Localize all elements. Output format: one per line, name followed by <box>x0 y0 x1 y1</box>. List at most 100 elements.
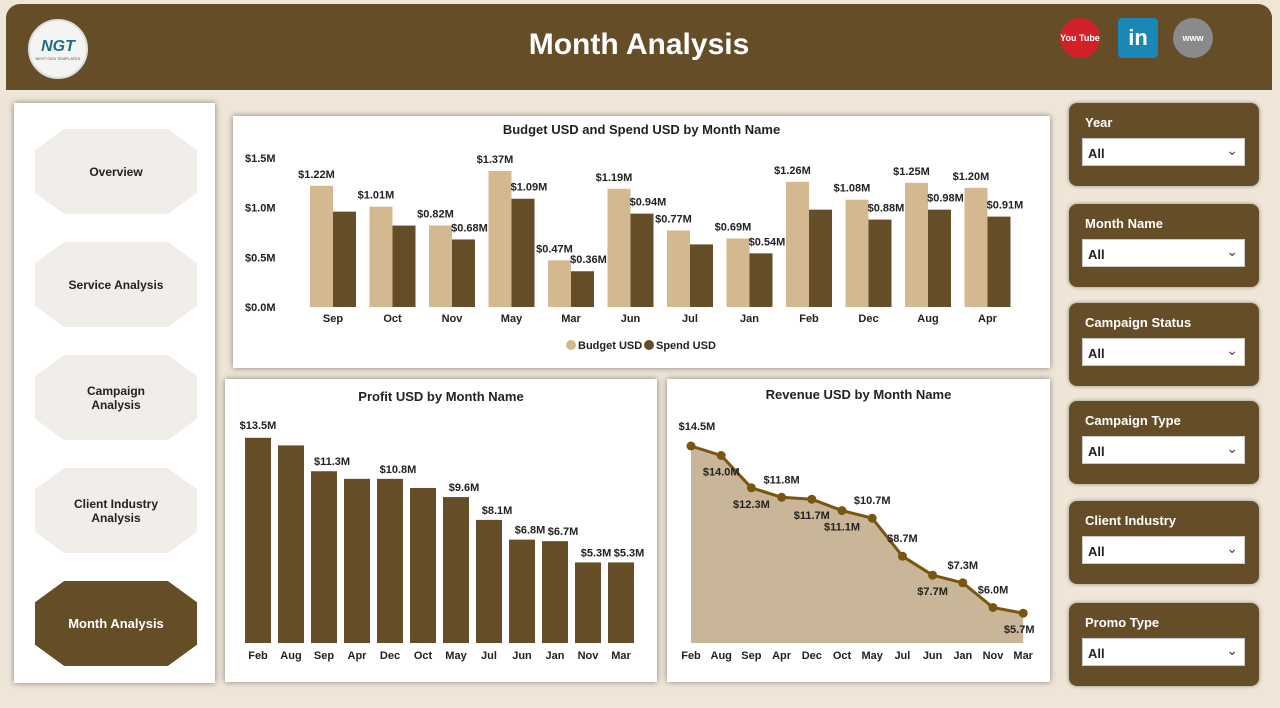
chart-title: Budget USD and Spend USD by Month Name <box>502 122 781 137</box>
y-tick-label: $1.5M <box>245 153 276 165</box>
x-tick-label: Jan <box>953 650 972 662</box>
bar-budget-usd <box>429 225 452 307</box>
data-label: $0.69M <box>715 221 752 233</box>
nav-client-industry-analysis-button[interactable]: Client Industry Analysis <box>35 468 197 553</box>
data-point <box>1018 608 1028 618</box>
data-label: $0.94M <box>630 197 667 209</box>
data-point <box>897 551 907 561</box>
data-label: $12.3M <box>733 499 770 511</box>
navigation-panel: Overview Service Analysis Campaign Analy… <box>14 103 215 683</box>
x-tick-label: Oct <box>414 650 433 662</box>
dropdown-value: All <box>1088 146 1105 161</box>
data-label: $1.19M <box>596 172 633 184</box>
data-label: $10.8M <box>380 464 417 476</box>
data-label: $5.3M <box>614 547 645 559</box>
chevron-down-icon: ⌄ <box>1226 342 1238 358</box>
data-point <box>686 441 696 451</box>
slicer-dropdown[interactable]: All ⌄ <box>1082 239 1245 267</box>
bar-budget-usd <box>964 187 988 307</box>
x-tick-label: Nov <box>442 313 464 325</box>
data-point <box>746 483 756 493</box>
chevron-down-icon: ⌄ <box>1226 243 1238 259</box>
data-label: $0.77M <box>655 214 692 226</box>
data-label: $14.5M <box>679 421 716 433</box>
data-label: $5.7M <box>1004 624 1035 636</box>
slicer-campaign-status: Campaign Status All ⌄ <box>1069 303 1259 386</box>
x-tick-label: Feb <box>799 313 819 325</box>
bar-spend-usd <box>690 244 713 307</box>
youtube-icon[interactable]: You Tube <box>1060 18 1100 58</box>
youtube-label: You Tube <box>1060 33 1100 43</box>
bar-spend-usd <box>333 211 356 307</box>
x-tick-label: Apr <box>772 650 792 662</box>
legend-marker <box>566 340 576 350</box>
slicer-promo-type: Promo Type All ⌄ <box>1069 603 1259 686</box>
globe-icon[interactable]: www <box>1173 18 1213 58</box>
data-label: $9.6M <box>449 482 480 494</box>
bar-budget-usd <box>369 206 393 307</box>
bar-budget-usd <box>488 170 512 307</box>
slicer-dropdown[interactable]: All ⌄ <box>1082 338 1245 366</box>
data-label: $11.7M <box>794 510 830 522</box>
nav-overview-button[interactable]: Overview <box>35 129 197 214</box>
x-tick-label: Apr <box>348 650 368 662</box>
data-label: $5.3M <box>581 547 612 559</box>
data-label: $8.1M <box>482 505 513 517</box>
budget-spend-chart: $0.0M $0.5M $1.0M $1.5M $1.22M Sep $1.01M Oct $0… <box>245 153 1023 352</box>
x-tick-label: Feb <box>248 650 268 662</box>
x-tick-label: Nov <box>983 650 1005 662</box>
slicer-label: Campaign Status <box>1085 315 1192 330</box>
bar-budget-usd <box>667 230 690 307</box>
data-label: $1.01M <box>358 190 395 202</box>
budget-spend-chart-card: Budget USD and Spend USD by Month Name $… <box>233 116 1050 368</box>
x-tick-label: Aug <box>280 650 301 662</box>
x-tick-label: Jul <box>682 313 698 325</box>
slicer-dropdown[interactable]: All ⌄ <box>1082 436 1245 464</box>
data-label: $0.36M <box>570 254 607 266</box>
data-point <box>988 603 998 612</box>
slicer-dropdown[interactable]: All ⌄ <box>1082 638 1245 666</box>
x-tick-label: Dec <box>858 313 878 325</box>
slicer-label: Year <box>1085 115 1113 130</box>
x-tick-label: May <box>501 313 523 325</box>
data-label: $1.25M <box>893 166 930 178</box>
x-tick-label: Aug <box>917 313 938 325</box>
x-tick-label: May <box>445 650 467 662</box>
x-tick-label: Jul <box>894 650 910 662</box>
data-label: $11.1M <box>824 522 860 534</box>
data-label: $0.68M <box>451 222 488 234</box>
chevron-down-icon: ⌄ <box>1226 540 1238 556</box>
slicer-campaign-type: Campaign Type All ⌄ <box>1069 401 1259 484</box>
linkedin-label: in <box>1128 25 1148 50</box>
linkedin-icon[interactable]: in <box>1118 18 1158 58</box>
x-tick-label: Jan <box>546 650 565 662</box>
revenue-line <box>690 444 1024 615</box>
nav-label: Service Analysis <box>68 277 164 292</box>
x-tick-label: Mar <box>1013 650 1033 662</box>
y-tick-label: $0.5M <box>245 252 276 264</box>
data-point <box>777 492 787 502</box>
bar-budget-usd <box>845 199 869 307</box>
header-bar: NGT NEXT GEN TEMPLATES Month Analysis You… <box>6 4 1272 90</box>
data-label: $1.09M <box>511 182 548 194</box>
x-tick-label: Mar <box>561 313 581 325</box>
slicer-dropdown[interactable]: All ⌄ <box>1082 536 1245 564</box>
slicer-month-name: Month Name All ⌄ <box>1069 204 1259 287</box>
y-tick-label: $1.0M <box>245 203 276 215</box>
nav-service-analysis-button[interactable]: Service Analysis <box>35 242 197 327</box>
dropdown-value: All <box>1088 646 1105 661</box>
nav-month-analysis-button[interactable]: Month Analysis <box>35 581 197 666</box>
nav-campaign-analysis-button[interactable]: Campaign Analysis <box>35 355 197 440</box>
data-label: $1.37M <box>477 154 514 166</box>
dropdown-value: All <box>1088 544 1105 559</box>
data-label: $0.54M <box>749 236 786 248</box>
bar-spend-usd <box>928 209 951 307</box>
nav-label: Overview <box>89 164 143 179</box>
bar-profit <box>278 445 304 643</box>
slicer-dropdown[interactable]: All ⌄ <box>1082 138 1245 166</box>
data-label: $8.7M <box>887 533 918 545</box>
x-tick-label: Sep <box>741 650 761 662</box>
page-title: Month Analysis <box>528 28 750 61</box>
data-label: $11.3M <box>314 456 350 468</box>
bar-spend-usd <box>452 239 475 307</box>
